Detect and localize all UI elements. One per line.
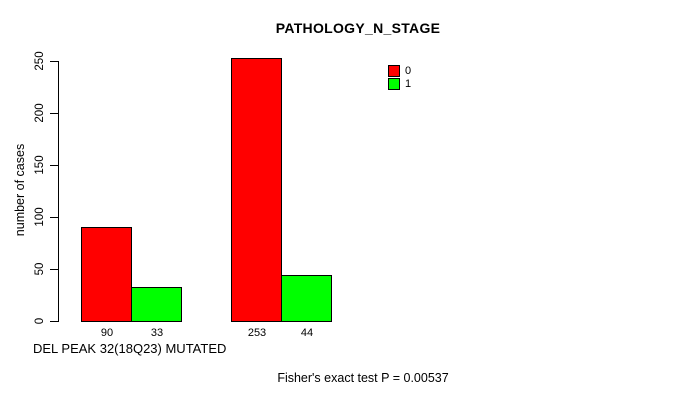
y-tick bbox=[50, 321, 58, 322]
y-tick-label: 50 bbox=[34, 262, 46, 276]
y-tick bbox=[50, 61, 58, 62]
legend-label: 1 bbox=[405, 78, 412, 90]
annotation-text: Fisher's exact test P = 0.00537 bbox=[277, 371, 449, 385]
bar bbox=[131, 287, 182, 322]
x-axis-label: DEL PEAK 32(18Q23) MUTATED bbox=[33, 341, 227, 356]
y-tick bbox=[50, 269, 58, 270]
y-tick bbox=[50, 217, 58, 218]
y-axis-line bbox=[58, 61, 59, 322]
legend-row: 1 bbox=[388, 78, 411, 90]
bar bbox=[231, 58, 282, 322]
y-tick-label: 0 bbox=[34, 317, 46, 325]
legend-swatch bbox=[388, 65, 400, 77]
legend-label: 0 bbox=[405, 65, 412, 77]
bar bbox=[81, 227, 132, 322]
legend-swatch bbox=[388, 78, 400, 90]
y-tick-label: 100 bbox=[34, 207, 46, 227]
y-tick-label: 200 bbox=[34, 103, 46, 123]
legend-row: 0 bbox=[388, 65, 411, 77]
bar-value-label: 253 bbox=[247, 327, 267, 339]
bar bbox=[281, 275, 332, 322]
bar-value-label: 90 bbox=[100, 327, 114, 339]
y-tick-label: 150 bbox=[34, 155, 46, 175]
y-tick bbox=[50, 113, 58, 114]
y-tick bbox=[50, 165, 58, 166]
bar-value-label: 33 bbox=[150, 327, 164, 339]
chart-title: PATHOLOGY_N_STAGE bbox=[275, 20, 441, 36]
y-tick-label: 250 bbox=[34, 51, 46, 71]
bar-value-label: 44 bbox=[300, 327, 314, 339]
